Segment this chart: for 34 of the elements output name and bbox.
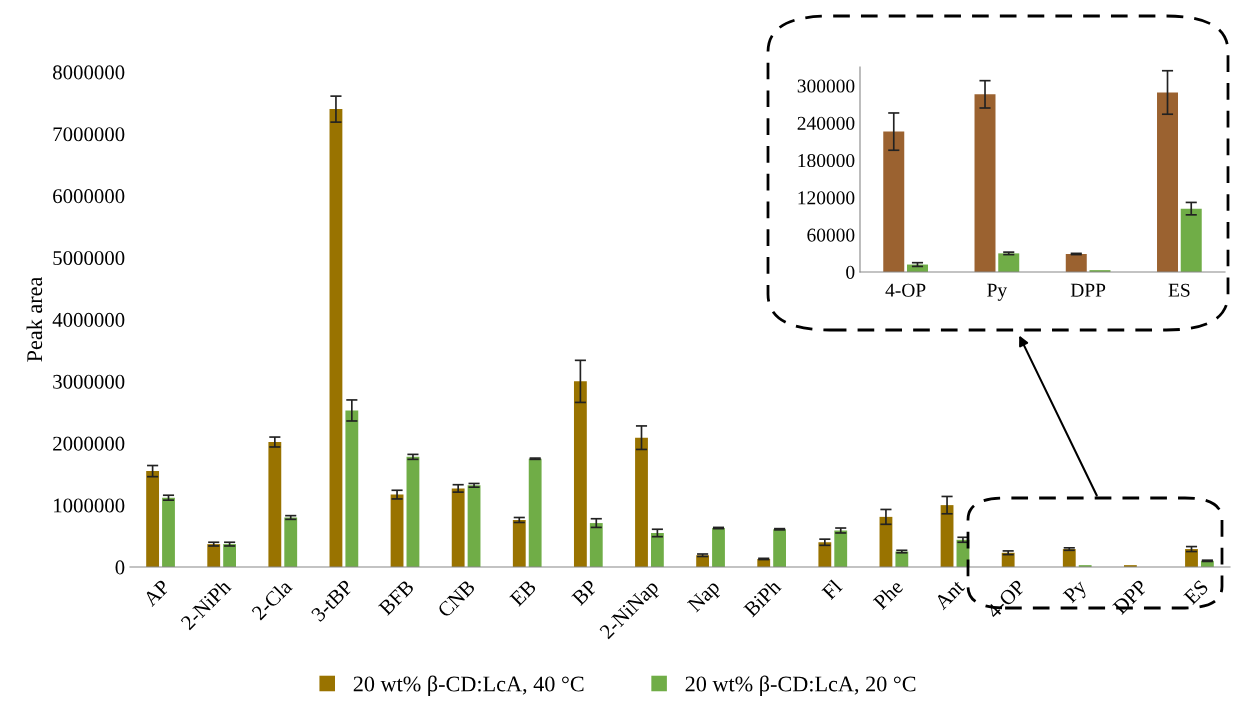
y-tick-label: 240000 (797, 116, 855, 130)
x-tick-label: Py (1062, 578, 1091, 607)
y-tick-label: 4000000 (52, 312, 125, 327)
y-tick-label: 2000000 (53, 436, 125, 451)
x-tick-label: ES (1183, 579, 1209, 606)
x-tick-label: ES (1168, 283, 1190, 297)
y-tick-label: 8000000 (53, 65, 125, 80)
legend-label: 20 wt% β-CD:LcA, 20 °C (685, 675, 916, 696)
y-tick-label: 1000000 (54, 498, 125, 513)
x-tick-label: AP (142, 579, 171, 608)
y-tick-label: 120000 (798, 191, 855, 205)
x-tick-label: BP (571, 579, 599, 606)
legend-label: 20 wt% β-CD:LcA, 40 °C (353, 675, 584, 696)
x-tick-label: 4-OP (885, 283, 926, 297)
x-tick-label: EB (509, 579, 537, 607)
y-tick-label: 7000000 (53, 127, 125, 142)
x-tick-label: Ant (933, 578, 966, 611)
x-tick-label: Nap (687, 579, 724, 616)
x-tick-label: CNB (436, 579, 476, 619)
y-tick-label: 3000000 (53, 374, 125, 389)
y-tick-label: 60000 (807, 228, 855, 242)
x-tick-label: DPP (1070, 283, 1106, 297)
y-axis-title: Peak area (26, 276, 43, 362)
x-tick-label: BiPh (742, 578, 782, 618)
y-tick-label: 5000000 (53, 251, 125, 266)
x-tick-label: Fl (820, 578, 843, 601)
y-tick-label: 0 (846, 265, 855, 279)
y-tick-label: 180000 (798, 154, 855, 168)
y-tick-label: 0 (115, 560, 125, 575)
y-tick-label: 6000000 (53, 189, 125, 204)
x-tick-label: BFB (378, 579, 415, 616)
y-tick-label: 300000 (797, 79, 855, 93)
x-tick-label: Phe (872, 578, 904, 611)
x-tick-label: Py (987, 283, 1008, 301)
